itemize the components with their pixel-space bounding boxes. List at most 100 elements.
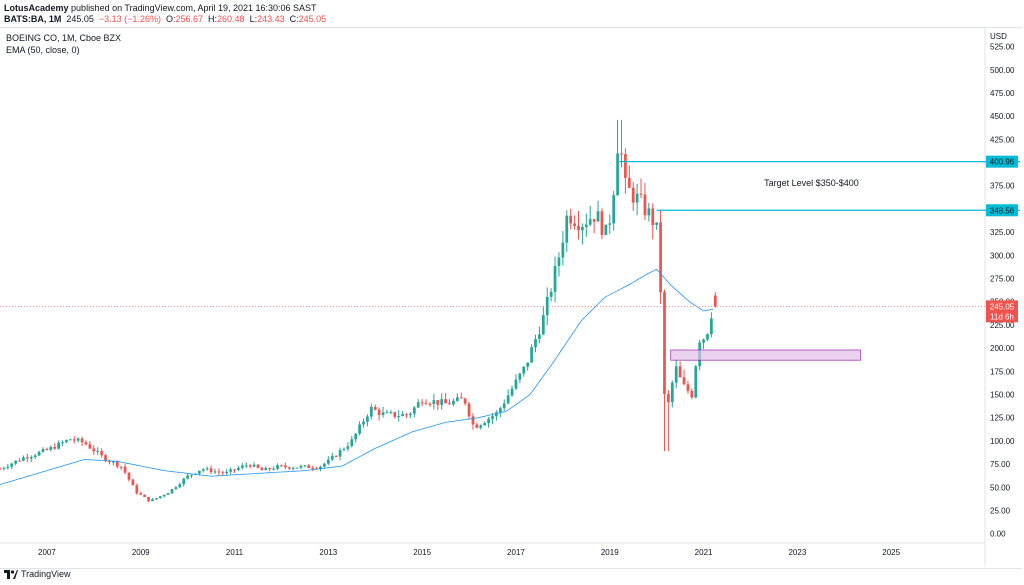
candle-body — [495, 412, 498, 417]
open-label: O: — [165, 14, 176, 24]
low-value: 243.43 — [257, 14, 285, 24]
close-label: C: — [289, 14, 299, 24]
candle-body — [127, 472, 131, 480]
candle-body — [682, 377, 686, 385]
candle-body — [143, 494, 146, 497]
candle-body — [205, 468, 209, 470]
ema-legend: EMA (50, close, 0) — [6, 45, 80, 55]
candle-body — [115, 461, 119, 467]
y-tick-label: 75.00 — [990, 460, 1011, 469]
chart-frame — [0, 27, 1022, 569]
candle-body — [33, 455, 37, 457]
candle-body — [201, 469, 205, 471]
candle-body — [72, 439, 76, 441]
y-tick-label: 300.00 — [990, 251, 1015, 260]
candle-body — [68, 439, 72, 441]
current-price-label: 245.05 — [990, 302, 1015, 311]
candle-body — [237, 467, 240, 470]
candle-body — [65, 440, 68, 443]
candle-body — [373, 406, 377, 410]
candle-body — [713, 295, 717, 307]
candle-body — [452, 400, 455, 405]
x-tick-label: 2007 — [38, 548, 56, 557]
candle-body — [229, 469, 232, 472]
x-tick-label: 2025 — [882, 548, 900, 557]
candle-body — [479, 425, 483, 428]
current-price-tag — [986, 300, 1018, 323]
footer-brand[interactable]: TradingView — [21, 569, 71, 579]
candle-body — [166, 493, 170, 495]
ohlc-row: BATS:BA, 1M 245.05 −3.13 (−1.26%) O:256.… — [4, 14, 326, 25]
y-tick-label: 100.00 — [990, 437, 1015, 446]
y-tick-label: 500.00 — [990, 66, 1015, 75]
y-tick-label: 150.00 — [990, 391, 1015, 400]
candle-body — [182, 478, 186, 485]
x-tick-label: 2023 — [788, 548, 806, 557]
y-tick-label: 200.00 — [990, 344, 1015, 353]
candle-body — [88, 444, 92, 449]
candle-body — [432, 400, 436, 405]
candle-body — [299, 465, 303, 468]
y-tick-label: 175.00 — [990, 367, 1015, 376]
candle-body — [96, 451, 100, 453]
candle-body — [565, 215, 569, 243]
x-tick-label: 2011 — [226, 548, 244, 557]
last-price: 245.05 — [66, 14, 94, 24]
support-zone — [670, 349, 862, 361]
candle-body — [108, 460, 111, 462]
publish-info: published on TradingView.com, April 19, … — [71, 3, 317, 13]
candle-body — [45, 449, 49, 451]
candle-body — [100, 451, 103, 456]
candle-body — [588, 219, 592, 225]
close-value: 245.05 — [298, 14, 327, 24]
low-label: L: — [249, 14, 258, 24]
candle-body — [268, 468, 272, 470]
candle-body — [557, 257, 561, 266]
candle-body — [518, 373, 522, 380]
candle-body — [104, 455, 107, 461]
candle-body — [57, 442, 60, 449]
candle-body — [358, 424, 361, 434]
candle-body — [412, 407, 416, 414]
candle-body — [436, 400, 440, 405]
candle-body — [248, 465, 252, 467]
candle-body — [291, 467, 295, 469]
publisher-name[interactable]: LotusAcademy — [4, 3, 69, 13]
candle-body — [471, 416, 475, 425]
candle-body — [631, 187, 635, 203]
candle-body — [549, 291, 553, 297]
candle-body — [534, 339, 537, 348]
countdown-label: 11d 6h — [990, 312, 1014, 321]
candle-body — [76, 438, 80, 441]
candle-body — [338, 450, 342, 457]
candle-body — [604, 224, 608, 235]
candle-body — [659, 222, 662, 293]
x-tick-label: 2009 — [132, 548, 150, 557]
candle-body — [346, 446, 350, 449]
candle-body — [252, 464, 256, 467]
candle-body — [608, 223, 612, 225]
candle-body — [174, 487, 178, 490]
candle-body — [37, 451, 41, 456]
candle-body — [326, 459, 330, 464]
candle-body — [256, 464, 260, 468]
candle-body — [25, 457, 29, 459]
y-tick-label: 425.00 — [990, 135, 1015, 144]
candle-body — [319, 466, 322, 469]
y-tick-label: 325.00 — [990, 228, 1015, 237]
candle-body — [663, 292, 666, 394]
candle-body — [197, 470, 201, 474]
y-tick-label: 25.00 — [990, 507, 1011, 516]
candle-body — [397, 416, 401, 418]
candle-body — [627, 177, 631, 188]
candle-body — [92, 448, 96, 452]
candle-body — [393, 412, 397, 417]
candle-body — [510, 388, 514, 396]
candle-body — [686, 384, 690, 391]
candle-body — [53, 446, 57, 449]
candle-body — [581, 227, 584, 231]
candle-body — [573, 223, 576, 226]
candle-body — [498, 408, 502, 413]
candle-body — [151, 499, 154, 502]
